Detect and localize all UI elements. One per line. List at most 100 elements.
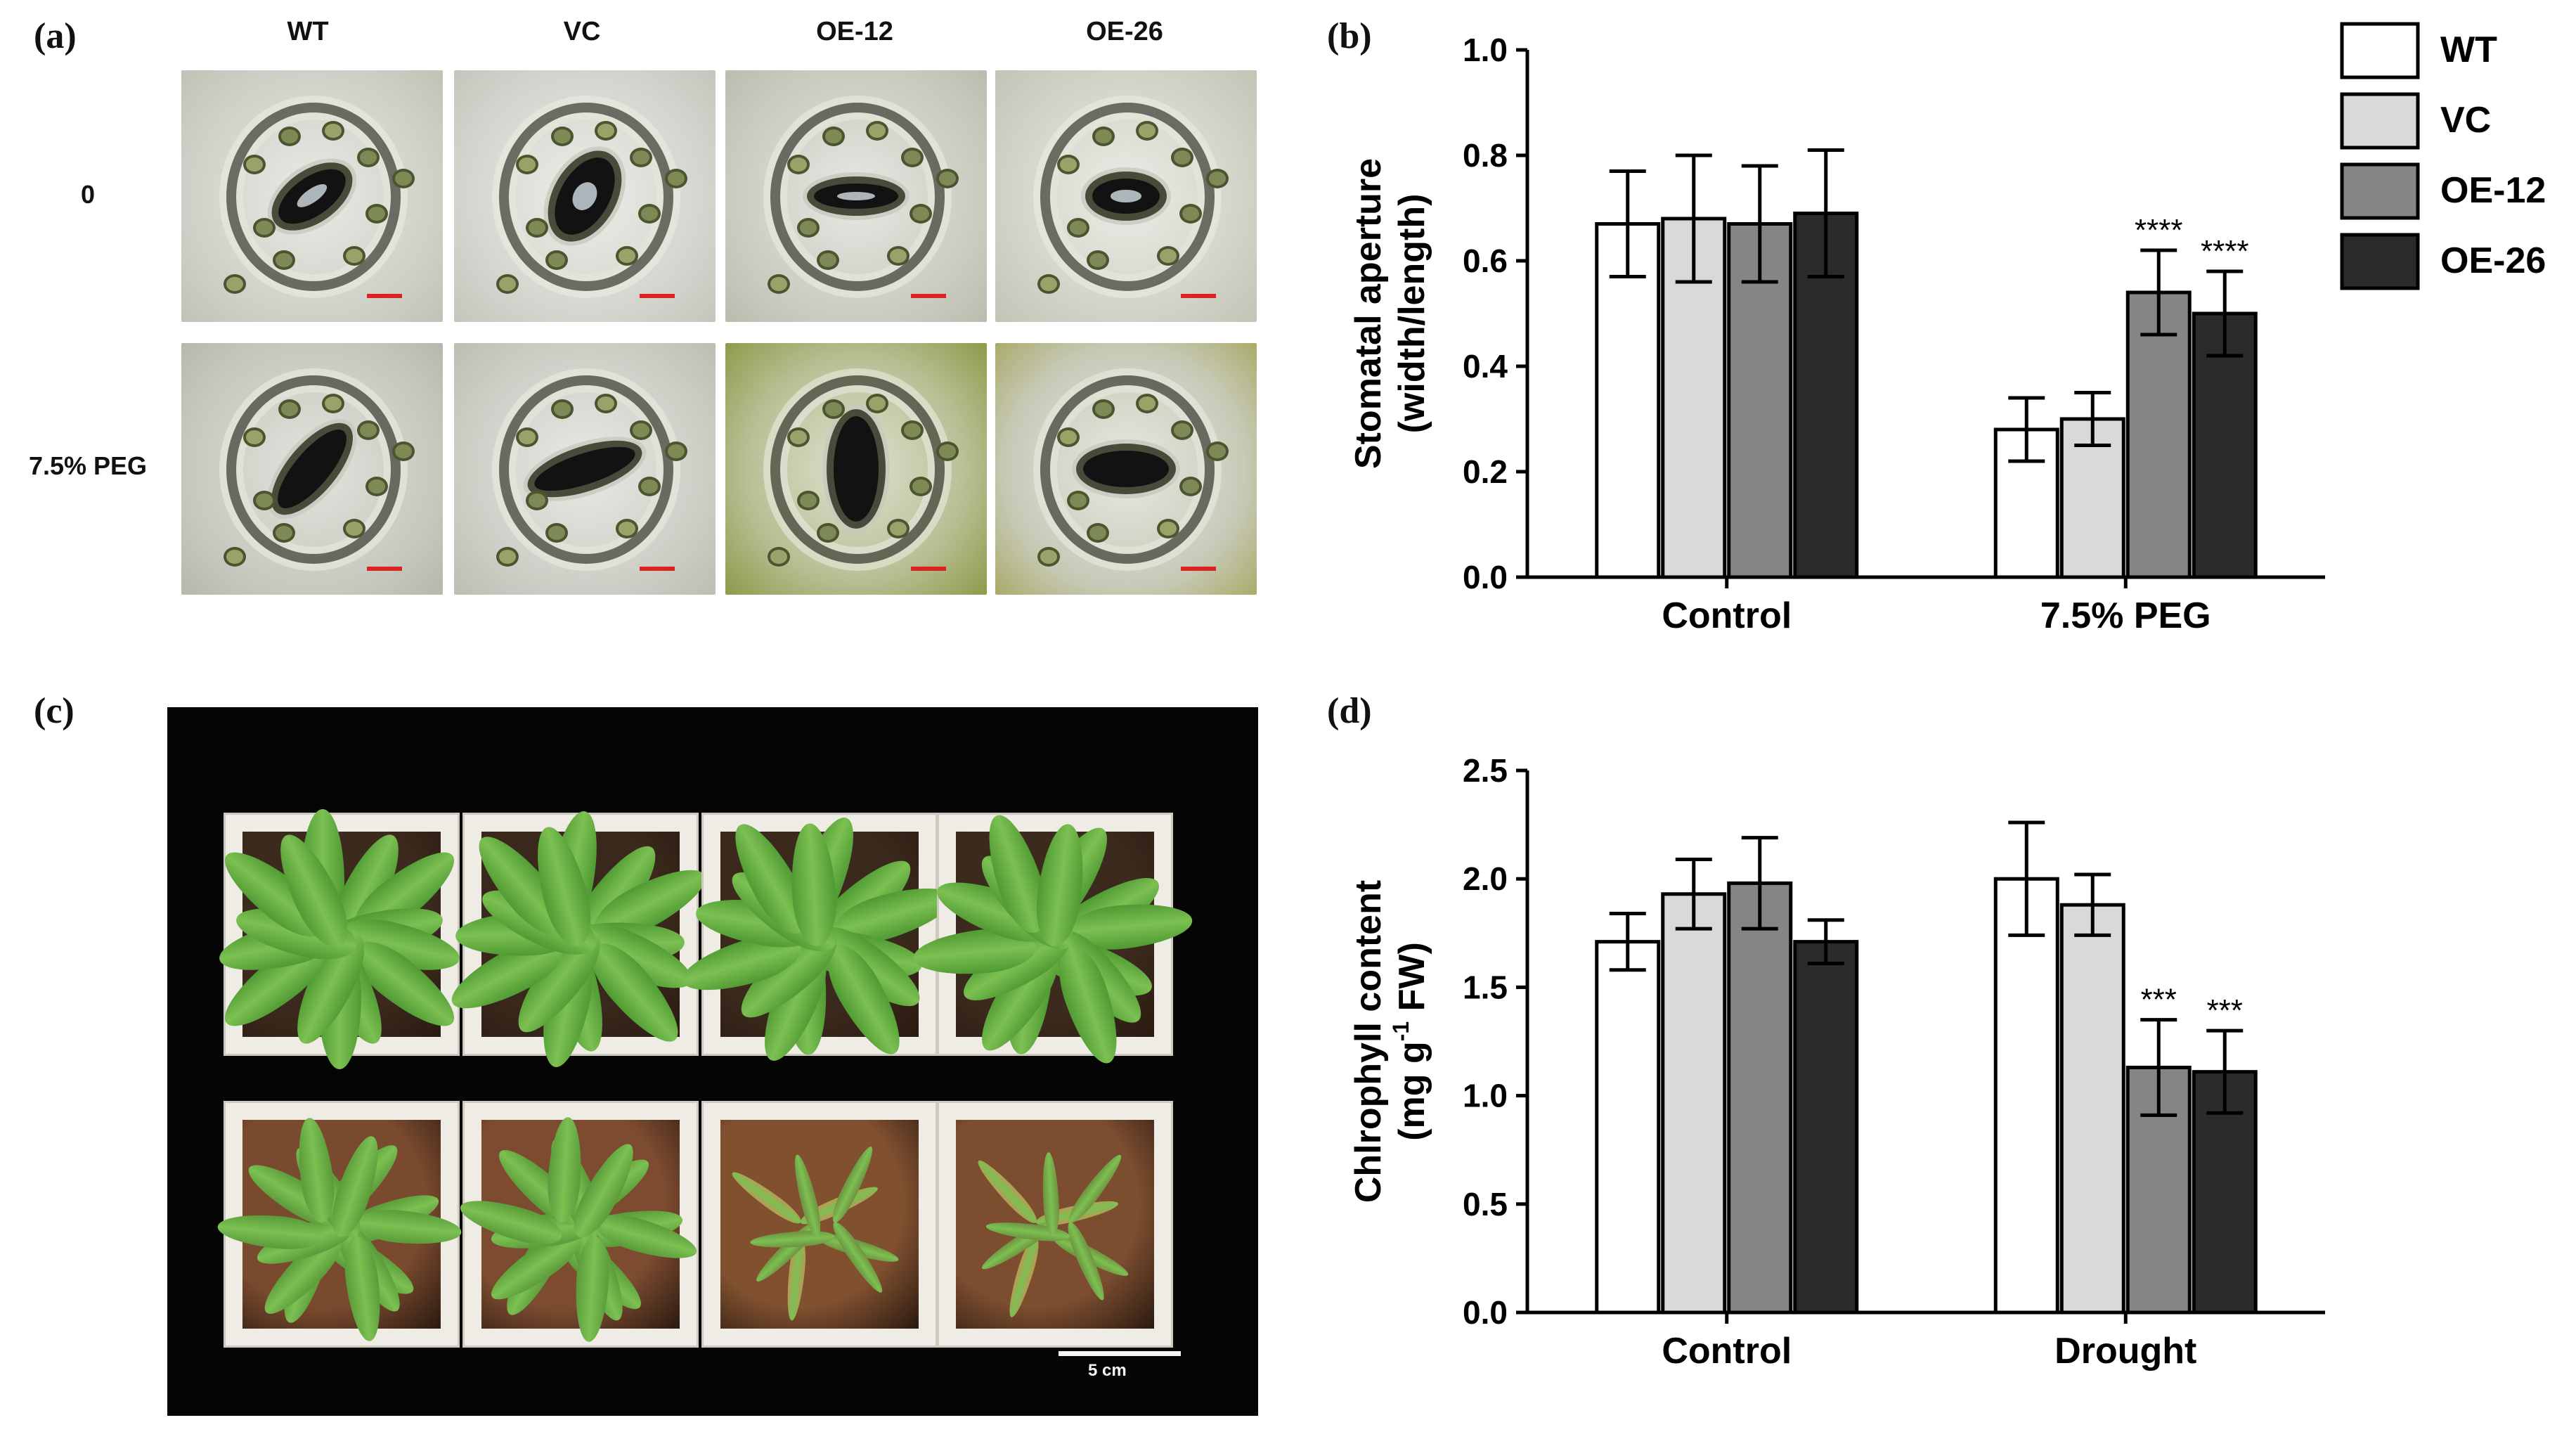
micrograph-scale-bar [640, 294, 675, 298]
photo-scale-label: 5 cm [1088, 1361, 1127, 1380]
chloroplast [278, 127, 301, 146]
micrograph-scale-bar [1181, 567, 1216, 571]
chloroplast [630, 148, 652, 167]
stomata-micrograph [995, 343, 1257, 595]
y-tick-label: 0.5 [1463, 1186, 1508, 1222]
legend: WT VC OE-12 OE-26 [2340, 22, 2546, 290]
chloroplast [901, 148, 924, 167]
bar [2059, 903, 2125, 1315]
legend-swatch [2340, 92, 2420, 150]
chloroplast [343, 519, 365, 538]
legend-label: OE-26 [2440, 240, 2546, 281]
chloroplast [910, 477, 932, 496]
micrograph-row-label: 0 [80, 180, 96, 209]
y-tick-label: 0.2 [1463, 453, 1508, 490]
x-tick-label: Control [1662, 595, 1792, 636]
stomata-micrograph [725, 70, 987, 322]
micrograph-scale-bar [911, 294, 946, 298]
plant-photo: 5 cm [167, 707, 1258, 1416]
chloroplast [273, 250, 295, 270]
y-axis-label: Chlrophyll content (mg g-1 FW) [1348, 880, 1432, 1203]
chloroplast [901, 420, 924, 440]
panel-b-letter: (b) [1327, 16, 1372, 56]
chloroplast [322, 394, 344, 413]
legend-swatch [2340, 162, 2420, 220]
micrograph-scale-bar [367, 294, 402, 298]
chloroplast [616, 519, 638, 538]
x-tick-label: Control [1662, 1331, 1792, 1372]
chloroplast [1206, 169, 1229, 188]
chloroplast [392, 169, 415, 188]
pore-highlight [1111, 190, 1141, 202]
micrograph-scale-bar [367, 567, 402, 571]
micrograph-column-label: OE-12 [816, 17, 893, 46]
micrograph-column-label: VC [563, 17, 601, 46]
chloroplast [496, 547, 519, 567]
bar [1793, 940, 1859, 1315]
chloroplast [1092, 127, 1115, 146]
chloroplast [817, 523, 839, 543]
chloroplast [1136, 121, 1158, 141]
chloroplast [1136, 394, 1158, 413]
chloroplast [665, 169, 687, 188]
chloroplast [768, 274, 790, 294]
chloroplast [887, 246, 910, 266]
chloroplast [357, 148, 380, 167]
bar [1661, 892, 1727, 1315]
stomata-micrograph [181, 343, 443, 595]
chloroplast [797, 491, 820, 510]
micrograph-column-label: OE-26 [1086, 17, 1163, 46]
y-tick-label: 1.0 [1463, 32, 1508, 68]
y-tick-label: 0.6 [1463, 243, 1508, 279]
bar [1595, 940, 1661, 1315]
chloroplast [768, 547, 790, 567]
chloroplast [638, 477, 661, 496]
panel-c-letter: (c) [34, 691, 75, 731]
chloroplast [1067, 491, 1089, 510]
y-axis-label-line: (mg g-1 FW) [1388, 942, 1432, 1141]
chloroplast [1092, 399, 1115, 419]
panel-d-letter: (d) [1327, 691, 1372, 731]
y-tick-label: 0.8 [1463, 137, 1508, 174]
chloroplast [1067, 218, 1089, 238]
legend-label: VC [2440, 100, 2491, 141]
chloroplast [496, 274, 519, 294]
stomatal-pore [1076, 444, 1176, 494]
legend-swatch [2340, 233, 2420, 290]
chloroplast [866, 121, 888, 141]
chloroplast [516, 155, 538, 174]
significance-label: *** [2207, 993, 2243, 1028]
y-tick-label: 1.5 [1463, 969, 1508, 1005]
chloroplast [253, 491, 276, 510]
chloroplast [526, 218, 548, 238]
legend-swatch [2340, 22, 2420, 79]
y-axis-label-line: (width/length) [1392, 194, 1432, 434]
y-tick-label: 2.5 [1463, 752, 1508, 789]
chloroplast [936, 169, 959, 188]
x-tick-label: 7.5% PEG [2040, 595, 2211, 636]
y-axis-label-line: Stomatal aperture [1348, 158, 1389, 469]
chloroplast [278, 399, 301, 419]
chloroplast [1206, 441, 1229, 461]
significance-label: **** [2135, 213, 2183, 247]
stomatal-pore [827, 409, 886, 529]
y-axis-label: Stomatal aperture (width/length) [1348, 158, 1432, 469]
y-tick-label: 0.0 [1463, 1294, 1508, 1331]
chloroplast [526, 491, 548, 510]
chloroplast [273, 523, 295, 543]
chloroplast [630, 420, 652, 440]
chloroplast [910, 204, 932, 224]
chloroplast [545, 523, 568, 543]
micrograph-scale-bar [1181, 294, 1216, 298]
chloroplast [243, 155, 266, 174]
y-tick-label: 0.0 [1463, 559, 1508, 595]
chloroplast [638, 204, 661, 224]
bar [1727, 881, 1793, 1315]
chloroplast [787, 155, 810, 174]
chloroplast [1037, 274, 1060, 294]
micrograph-row-label: 7.5% PEG [28, 451, 148, 480]
chloroplast [1087, 250, 1109, 270]
chloroplast [797, 218, 820, 238]
chloroplast [822, 127, 845, 146]
chloroplast [1179, 204, 1202, 224]
